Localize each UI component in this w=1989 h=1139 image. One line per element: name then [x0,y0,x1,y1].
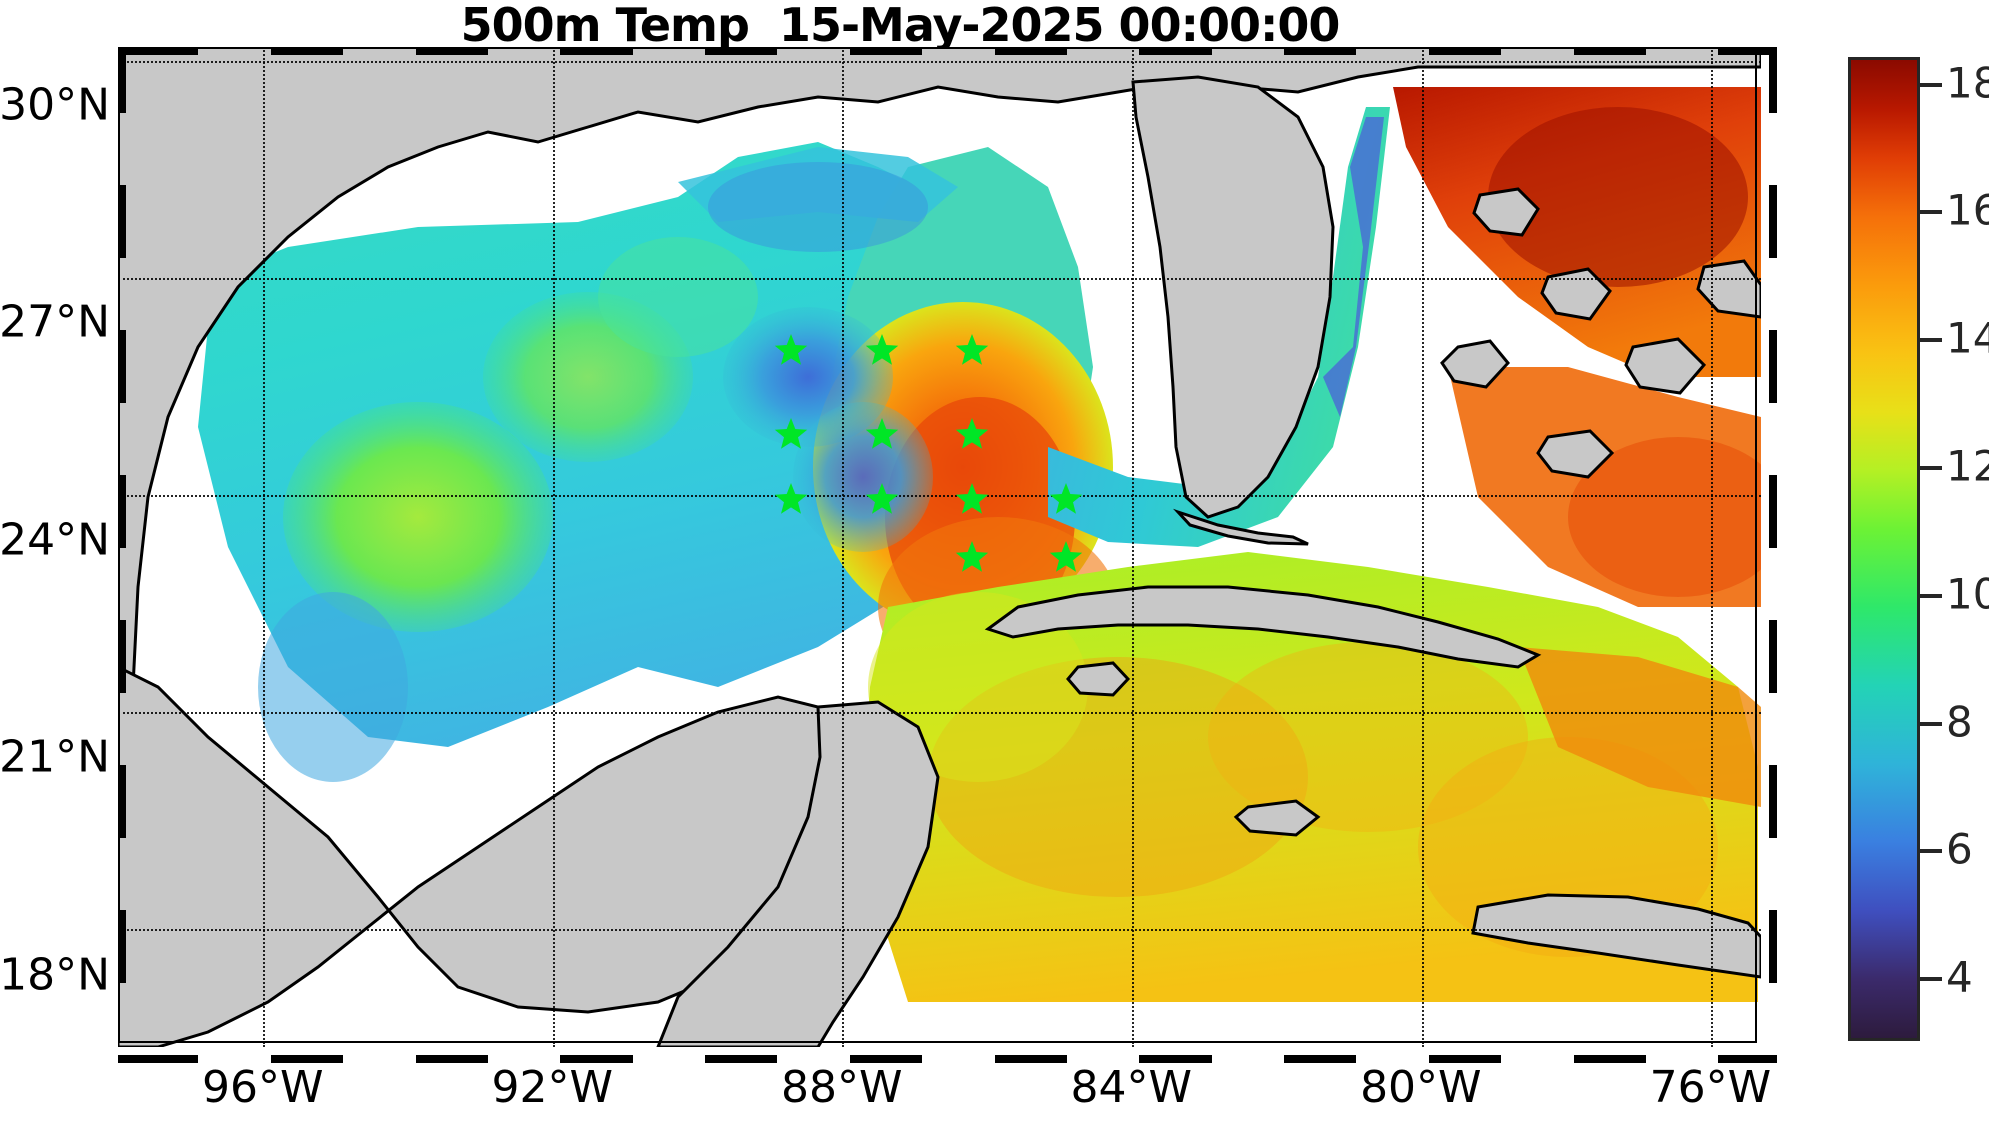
gridline-lon-76 [1711,47,1713,1047]
station-marker-12[interactable] [1049,540,1083,575]
lat-tick-label-30: 30°N [0,79,110,131]
frame-bottom-block [126,1055,199,1063]
colorbar[interactable] [1848,57,1920,1041]
frame-right-block [1769,185,1777,258]
map-clip [118,47,1761,1047]
frame-right-block [1769,765,1777,838]
colorbar-tick-8 [1920,721,1942,726]
colorbar-tick-label-4: 4 [1946,952,1973,1002]
frame-right-block [1769,330,1777,403]
temperature-field [198,87,1761,1002]
station-marker-9[interactable] [955,482,989,517]
gridline-lon-88 [842,47,844,1047]
frame-right-block [1769,620,1777,693]
colorbar-tick-label-14: 14 [1946,313,1989,363]
map-axes[interactable] [118,47,1761,1047]
lon-tick-label-92: 92°W [491,1062,614,1113]
lon-tick-label-96: 96°W [202,1062,324,1113]
gridline-lat-18 [118,929,1761,931]
gridline-lat-30 [118,61,1761,63]
frame-right-block [1769,910,1777,983]
frame-bottom-block [994,1055,1067,1063]
gridline-lat-27 [118,278,1761,280]
station-marker-2[interactable] [865,334,899,368]
gridline-lon-80 [1422,47,1424,1047]
colorbar-tick-14 [1920,338,1942,343]
lon-tick-label-76: 76°W [1649,1062,1772,1113]
frame-corner-bl [118,1055,126,1063]
lon-tick-label-88: 88°W [781,1062,903,1113]
frame-bottom-block [415,1055,488,1063]
frame-right-block [1769,55,1777,113]
lon-tick-label-84: 84°W [1070,1062,1193,1113]
frame-bottom-block [705,1055,778,1063]
colorbar-tick-18 [1920,82,1942,87]
lat-tick-label-21: 21°N [0,731,110,783]
station-marker-10[interactable] [1049,482,1083,517]
lon-tick-label-80: 80°W [1360,1062,1482,1113]
colorbar-tick-6 [1920,849,1942,854]
gridline-lon-84 [1132,47,1134,1047]
station-marker-6[interactable] [955,417,989,452]
page-title: 500m Temp 15-May-2025 00:00:00 [460,0,1341,52]
colorbar-tick-label-12: 12 [1946,441,1989,491]
gridline-lat-21 [118,712,1761,714]
gridline-lon-92 [553,47,555,1047]
colorbar-tick-label-8: 8 [1946,697,1973,747]
station-marker-3[interactable] [955,334,989,368]
lat-tick-label-18: 18°N [0,949,110,1001]
land-coastlines [118,47,1761,1047]
lat-tick-label-24: 24°N [0,514,110,566]
colorbar-tick-4 [1920,977,1942,982]
station-marker-11[interactable] [955,540,989,575]
colorbar-tick-label-6: 6 [1946,824,1973,874]
frame-bottom-block [1284,1055,1357,1063]
colorbar-tick-10 [1920,593,1942,598]
colorbar-tick-16 [1920,210,1942,215]
gridline-lat-24 [118,495,1761,497]
colorbar-tick-label-16: 16 [1946,185,1989,235]
gridline-lon-96 [263,47,265,1047]
station-marker-7[interactable] [774,482,808,517]
colorbar-tick-12 [1920,465,1942,470]
lat-tick-label-27: 27°N [0,296,110,348]
colorbar-tick-label-18: 18 [1946,58,1989,108]
station-marker-8[interactable] [865,482,899,517]
colorbar-tick-label-10: 10 [1946,569,1989,619]
station-marker-4[interactable] [774,417,808,452]
frame-bottom-block [1573,1055,1646,1063]
station-marker-5[interactable] [865,417,899,452]
station-marker-1[interactable] [774,334,808,368]
frame-right-block [1769,475,1777,548]
